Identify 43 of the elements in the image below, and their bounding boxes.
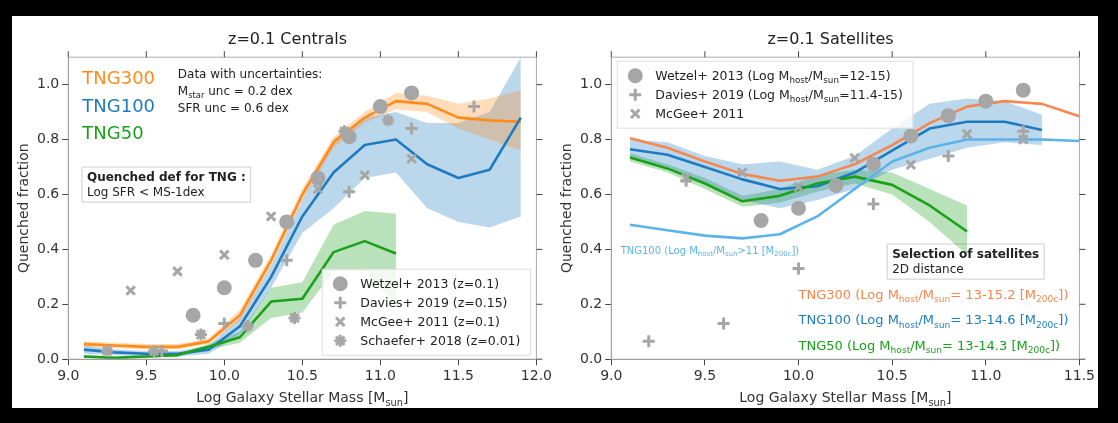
legend-label: Wetzel+ 2013 (z=0.1) [360, 276, 500, 292]
y-tick-label: 0.4 [580, 240, 603, 257]
y-tick-label: 0.0 [580, 349, 603, 366]
y-tick-label: 0.6 [37, 185, 60, 202]
y-tick-label: 0.6 [580, 185, 603, 202]
y-axis-title: Quenched fraction [15, 143, 31, 274]
y-tick-label: 0.2 [580, 294, 603, 311]
y-tick-label: 0.2 [37, 294, 60, 311]
x-tick-label: 10.0 [782, 367, 815, 384]
x-tick-label: 9.0 [57, 367, 80, 384]
annotation: Selection of satellites [892, 247, 1040, 262]
y-tick-label: 0.8 [580, 130, 603, 147]
annotation: 2D distance [892, 262, 964, 277]
y-tick-label: 1.0 [580, 75, 603, 92]
chart-title: z=0.1 Centrals [228, 28, 347, 48]
x-tick-label: 10.5 [286, 367, 318, 384]
legend-label: Schaefer+ 2018 (z=0.01) [360, 333, 521, 349]
x-tick-label: 11.5 [1063, 367, 1095, 384]
text: TNG100 [81, 94, 156, 116]
x-tick-label: 10.0 [208, 367, 240, 384]
x-tick-label: 11.5 [442, 367, 474, 384]
x-tick-label: 11.0 [364, 367, 396, 384]
x-tick-label: 10.5 [876, 367, 908, 384]
text: TNG50 [81, 121, 144, 143]
x-tick-label: 12.0 [520, 367, 552, 384]
y-tick-label: 1.0 [37, 75, 60, 92]
y-tick-label: 0.4 [37, 240, 60, 257]
x-tick-label: 9.0 [600, 367, 623, 384]
x-tick-label: 9.5 [693, 367, 717, 384]
legend-label: Davies+ 2019 (z=0.15) [360, 295, 508, 311]
chart-title: z=0.1 Satellites [767, 28, 894, 48]
x-tick-label: 9.5 [135, 367, 158, 384]
y-tick-label: 0.8 [37, 130, 60, 147]
annotation: Quenched def for TNG : [86, 170, 246, 185]
text: TNG300 [81, 66, 156, 88]
annotation: Data with uncertainties: [177, 67, 323, 82]
y-tick-label: 0.0 [37, 349, 60, 366]
legend-label: McGee+ 2011 [655, 106, 745, 122]
legend-label: McGee+ 2011 (z=0.1) [360, 314, 500, 330]
annotation: Log SFR < MS-1dex [86, 185, 205, 200]
annotation: SFR unc = 0.6 dex [177, 100, 289, 115]
y-axis-title: Quenched fraction [558, 143, 574, 274]
x-tick-label: 11.0 [970, 367, 1002, 384]
